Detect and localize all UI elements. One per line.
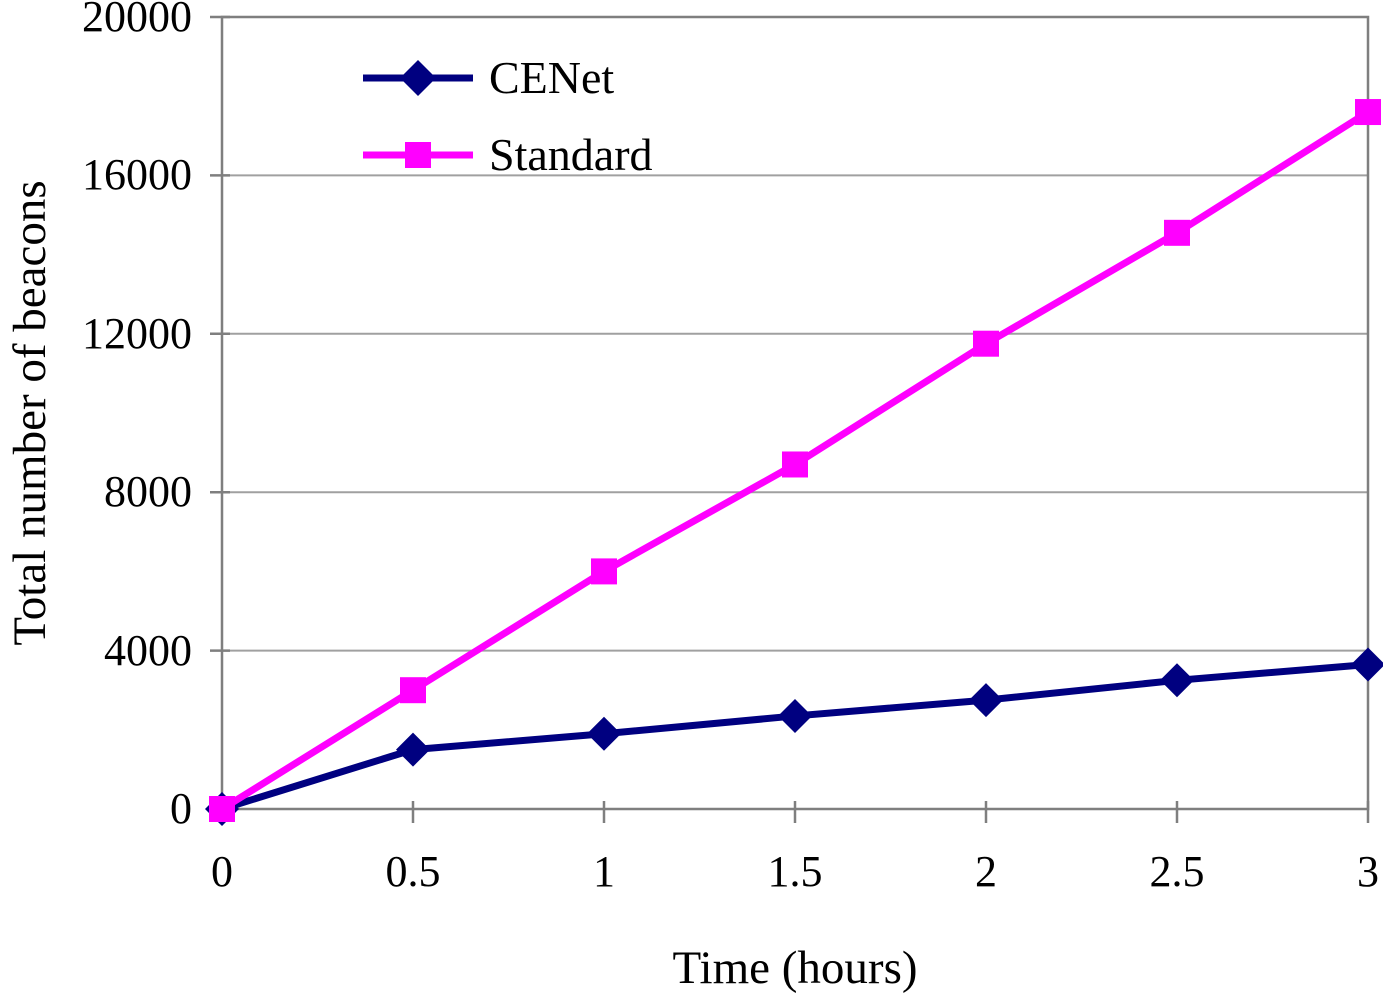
- marker-square-standard: [209, 796, 235, 822]
- marker-square-standard: [782, 451, 808, 478]
- legend: CENet Standard: [363, 52, 653, 210]
- y-tick-label-8000: 8000: [104, 467, 192, 516]
- legend-label-cenet: CENet: [489, 52, 615, 103]
- marker-square-standard: [1164, 219, 1190, 246]
- y-tick-label-0: 0: [170, 784, 192, 833]
- legend-label-standard: Standard: [489, 129, 653, 180]
- legend-item-cenet: CENet: [363, 52, 653, 103]
- x-tick-label-2: 2: [975, 847, 997, 896]
- marker-diamond-cenet: [969, 683, 1003, 718]
- series-line-cenet: [220, 660, 1369, 813]
- marker-diamond-cenet: [396, 732, 430, 767]
- x-tick-label-1-5: 1.5: [767, 847, 823, 896]
- cenet-diamond-marker-icon: [363, 56, 473, 100]
- x-tick-label-3: 3: [1357, 847, 1379, 896]
- y-axis-title: Total number of beacons: [4, 180, 56, 646]
- marker-square-standard: [1355, 99, 1381, 126]
- x-tick-label-1: 1: [593, 847, 615, 896]
- y-tick-label-12000: 12000: [82, 309, 192, 358]
- y-tick-label-16000: 16000: [82, 150, 192, 199]
- marker-square-standard: [973, 330, 999, 357]
- legend-item-standard: Standard: [363, 129, 653, 180]
- marker-diamond-cenet: [1351, 647, 1383, 682]
- x-tick-label-0-5: 0.5: [385, 847, 441, 896]
- y-tick-label-20000: 20000: [82, 0, 192, 41]
- marker-diamond-cenet: [1160, 663, 1194, 698]
- x-tick-label-2-5: 2.5: [1149, 847, 1205, 896]
- x-tick-label-0: 0: [211, 847, 233, 896]
- marker-diamond-cenet: [778, 698, 812, 733]
- marker-diamond-cenet: [587, 716, 621, 751]
- standard-square-marker-icon: [363, 133, 473, 177]
- marker-square-standard: [400, 677, 426, 704]
- x-axis-title: Time (hours): [672, 942, 918, 994]
- y-tick-label-4000: 4000: [104, 626, 192, 675]
- marker-square-standard: [591, 558, 617, 585]
